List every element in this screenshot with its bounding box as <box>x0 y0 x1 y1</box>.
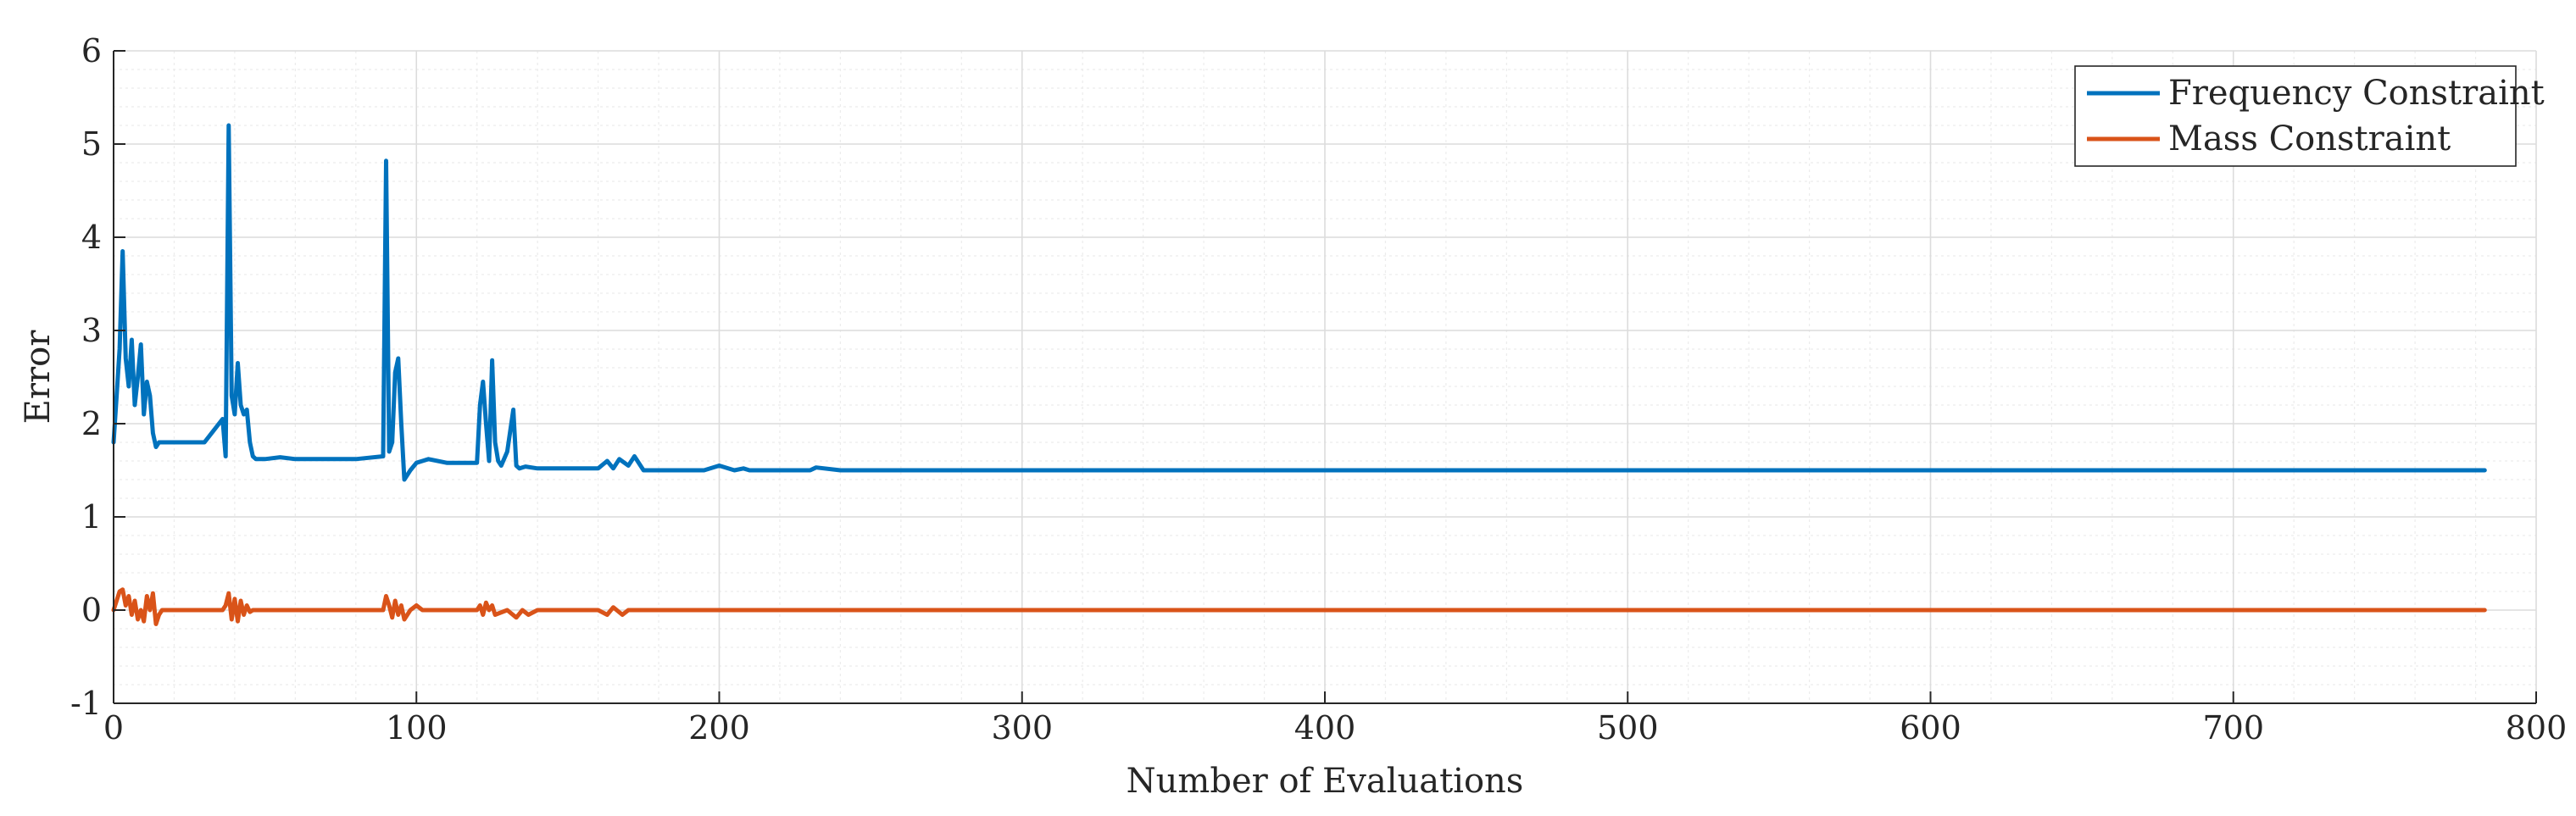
y-tick-label: 6 <box>81 32 102 69</box>
y-tick-label: 5 <box>81 125 102 163</box>
x-tick-label: 0 <box>103 709 124 747</box>
x-tick-label: 200 <box>688 709 750 747</box>
legend-box <box>2074 65 2517 167</box>
y-axis-title: Error <box>19 330 58 425</box>
x-tick-label: 600 <box>1900 709 1961 747</box>
legend-label-mass: Mass Constraint <box>2168 119 2451 158</box>
x-tick-label: 300 <box>991 709 1053 747</box>
plot-series <box>111 123 2487 626</box>
y-tick-label: 0 <box>81 591 102 629</box>
legend-label-frequency: Frequency Constraint <box>2168 74 2545 113</box>
y-tick-label: 3 <box>81 312 102 349</box>
legend: Frequency Constraint Mass Constraint <box>2074 65 2545 167</box>
y-tick-label: 2 <box>81 405 102 442</box>
x-tick-label: 700 <box>2202 709 2264 747</box>
x-tick-label: 500 <box>1597 709 1659 747</box>
x-axis-title: Number of Evaluations <box>1127 762 1524 801</box>
y-tick-label: 4 <box>81 219 102 256</box>
x-tick-label: 400 <box>1294 709 1356 747</box>
y-tick-label: -1 <box>70 685 102 722</box>
x-tick-label: 800 <box>2506 709 2568 747</box>
y-tick-label: 1 <box>81 498 102 536</box>
series-line-mass <box>111 587 2487 626</box>
series-line-frequency <box>111 123 2487 482</box>
x-tick-label: 100 <box>386 709 448 747</box>
